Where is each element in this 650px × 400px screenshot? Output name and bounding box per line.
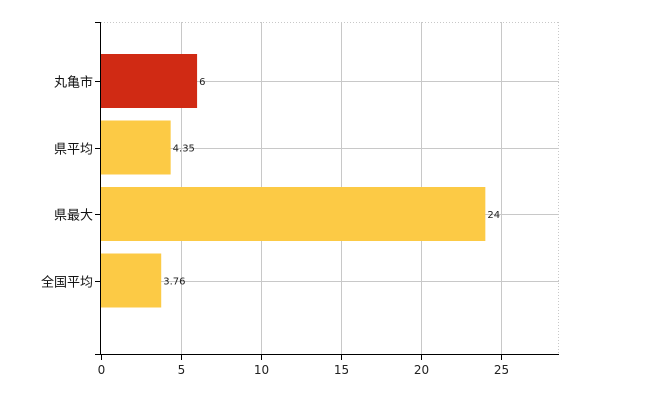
- x-tick-label: 15: [334, 363, 349, 377]
- x-tick-label: 20: [414, 363, 429, 377]
- data-label: 4.35: [173, 144, 195, 155]
- category-label: 全国平均: [41, 275, 93, 291]
- category-label: 県最大: [54, 209, 93, 224]
- bar: [101, 253, 162, 308]
- data-label: 3.76: [163, 277, 185, 288]
- data-label: 24: [487, 210, 500, 221]
- x-tick-label: 0: [98, 363, 106, 377]
- axes: [95, 22, 559, 360]
- data-label: 6: [199, 77, 205, 88]
- x-tick-label: 5: [178, 363, 186, 377]
- category-label: 県平均: [54, 143, 93, 158]
- category-label: 丸亀市: [54, 75, 93, 91]
- x-tick-label: 25: [494, 363, 509, 377]
- bar: [101, 54, 198, 108]
- bar: [101, 187, 486, 241]
- bar: [101, 120, 171, 175]
- x-tick-label: 10: [254, 363, 269, 377]
- bars: [101, 54, 486, 308]
